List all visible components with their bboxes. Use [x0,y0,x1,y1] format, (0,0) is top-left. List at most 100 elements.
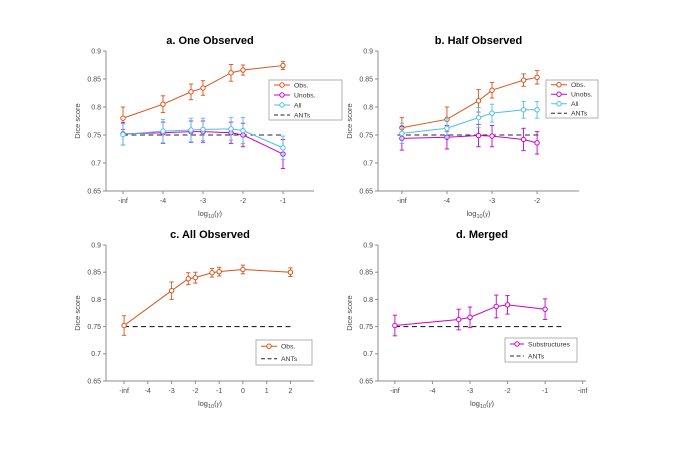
series-all [399,100,540,144]
data-point-marker [534,140,540,146]
data-point-marker [168,287,175,294]
data-point-marker [287,269,294,275]
legend-label: Unobs. [294,92,316,99]
data-point-marker [240,127,246,134]
data-point-marker [520,77,527,83]
series-line [394,304,546,327]
series-obs [121,264,294,336]
series-all [120,117,286,161]
x-tick-label: -3 [467,388,473,395]
x-tick-label: -inf [118,198,128,205]
x-tick-label: -inf [578,388,588,395]
legend-b: Obs. Unobs. All ANTs [545,79,599,119]
legend-sample-marker [514,341,520,347]
data-point-marker [216,268,222,275]
data-point-marker [200,126,206,133]
y-tick-label: 0.85 [359,270,373,277]
series-obs [399,70,540,139]
legend-label: ANTs [294,112,311,119]
legend-d: Substructures ANTs [504,337,578,363]
y-tick-label: 0.85 [87,270,101,277]
data-point-marker [504,302,511,308]
data-point-marker [475,114,482,121]
y-tick-label: 0.65 [359,378,373,385]
y-tick-label: 0.65 [87,188,101,195]
legend-sample-marker [556,82,562,88]
data-point-marker [209,270,215,276]
data-point-marker [192,274,199,281]
panel-c: 0.65 0.7 0.75 0.8 0.85 0.9 -inf -4 -3 -2 -1 0 1 2 c. A… [73,229,314,410]
y-tick-label: 0.8 [91,297,101,304]
series-substructures [392,294,548,337]
y-tick-label: 0.8 [363,297,373,304]
data-point-marker [228,70,234,76]
legend-label: Unobs. [571,92,593,99]
legend-box [255,339,313,366]
data-point-marker [280,62,286,69]
panel-title: a. One Observed [166,35,253,47]
y-tick-label: 0.7 [91,351,101,358]
legend-c: Obs. ANTs [255,339,313,366]
x-tick-label: -2 [534,198,540,205]
y-tick-label: 0.7 [91,160,101,167]
x-tick-label: -2 [192,388,198,395]
x-tick-label: 2 [289,388,293,395]
y-tick-label: 0.9 [91,242,101,249]
x-axis-label: log10(γ) [198,399,223,410]
data-point-marker [185,276,191,282]
legend-sample-marker [279,92,285,98]
x-tick-label: -4 [444,198,450,205]
x-tick-label: -4 [429,388,435,395]
y-tick-label: 0.8 [363,104,373,111]
data-point-marker [160,128,166,134]
legend-a: Obs. Unobs. All ANTs [268,79,343,121]
legend-label: Obs. [281,344,295,351]
x-tick-label: -2 [240,198,246,205]
legend-label: Obs. [294,82,308,89]
legend-label: All [294,102,302,109]
x-tick-label: -inf [119,388,129,395]
data-point-marker [240,67,246,73]
data-point-marker [520,107,527,113]
legend-sample-marker [279,102,285,108]
legend-sample-marker [266,343,272,349]
y-tick-label: 0.85 [359,76,373,83]
legend-label: ANTs [571,111,588,118]
data-point-marker [240,266,246,273]
x-axis-label: log10(γ) [470,399,495,410]
x-tick-label: -3 [489,198,495,205]
y-axis-label: Dice score [345,295,354,330]
x-tick-label: -4 [160,198,166,205]
x-tick-label: -1 [280,198,286,205]
x-tick-label: -inf [390,388,400,395]
y-axis-label: Dice score [345,103,354,138]
series-unobs [399,123,540,155]
data-point-marker [475,98,482,104]
x-tick-label: -3 [168,388,174,395]
legend-label: Substructures [528,341,571,348]
y-tick-label: 0.75 [359,324,373,331]
x-tick-label: -4 [145,388,151,395]
panel-b: 0.65 0.7 0.75 0.8 0.85 0.9 -inf -4 -3 -2 b. Half O… [345,35,599,220]
panel-d: 0.65 0.7 0.75 0.8 0.85 0.9 -inf -4 -3 -2 -1 -inf d. … [345,229,588,410]
legend-sample-marker [556,91,562,97]
data-point-marker [467,314,473,321]
data-point-marker [188,127,194,133]
panel-title: c. All Observed [170,229,250,241]
y-tick-label: 0.7 [363,351,373,358]
x-tick-label: -1 [542,388,548,395]
data-point-marker [489,87,495,93]
y-tick-label: 0.9 [363,242,373,249]
x-axis-label: log10(γ) [466,209,491,220]
data-point-marker [456,316,462,323]
legend-box [545,79,599,119]
y-tick-label: 0.65 [359,188,373,195]
data-point-marker [200,85,206,91]
legend-sample-marker [556,101,562,107]
y-tick-label: 0.9 [363,48,373,55]
panel-a: 0.65 0.7 0.75 0.8 0.85 0.9 -inf -4 -3 -2 -1 a. One … [73,35,343,220]
data-point-marker [534,74,540,81]
data-point-marker [188,89,194,95]
y-tick-label: 0.7 [363,160,373,167]
